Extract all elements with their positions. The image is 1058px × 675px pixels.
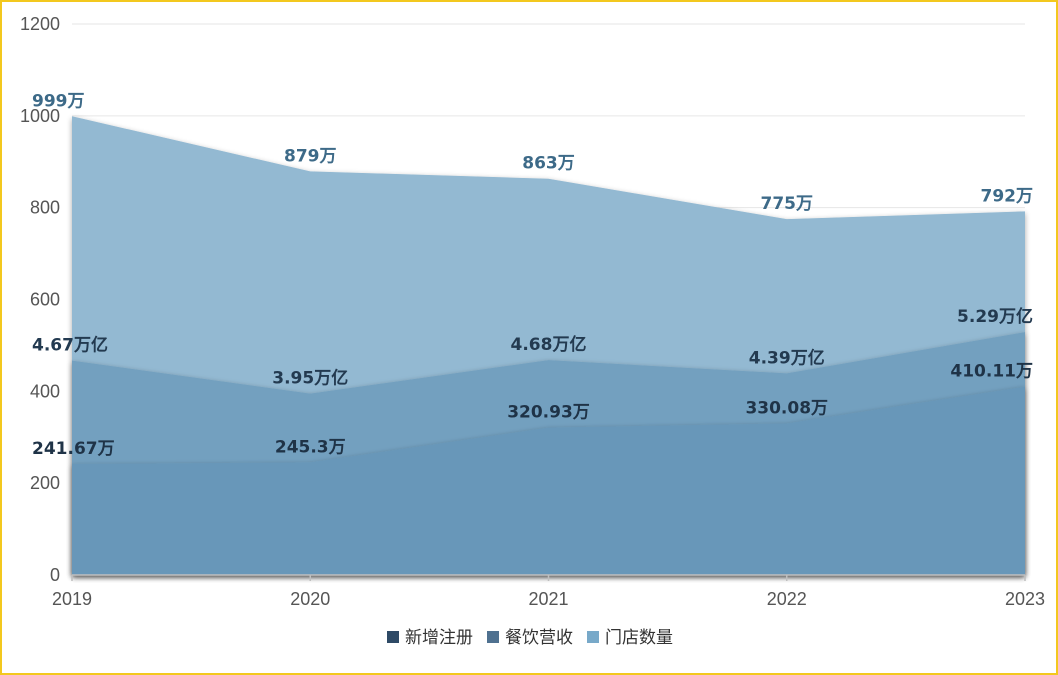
y-tick-label: 0 [50, 565, 60, 585]
legend-item-label[interactable]: 餐饮营收 [505, 628, 573, 648]
y-tick-label: 200 [30, 473, 60, 493]
legend[interactable]: 新增注册 餐饮营收 门店数量 [387, 628, 673, 648]
data-label: 330.08万 [745, 398, 828, 418]
data-label: 4.39万亿 [749, 347, 825, 368]
data-label: 410.11万 [950, 362, 1033, 382]
data-label: 775万 [761, 194, 814, 214]
x-tick-label: 2019 [52, 589, 92, 609]
data-label: 241.67万 [32, 439, 115, 459]
data-label: 999万 [32, 91, 85, 111]
legend-swatch [587, 631, 599, 643]
legend-swatch [387, 631, 399, 643]
data-label: 863万 [522, 154, 575, 174]
data-label: 879万 [284, 146, 337, 166]
area-1[interactable] [72, 386, 1025, 575]
legend-swatch [487, 631, 499, 643]
legend-item-label[interactable]: 新增注册 [405, 628, 473, 648]
x-tick-label: 2022 [767, 589, 807, 609]
legend-item-label[interactable]: 门店数量 [605, 628, 673, 648]
y-tick-label: 400 [30, 381, 60, 401]
y-tick-label: 1000 [20, 106, 60, 126]
data-label: 320.93万 [507, 403, 590, 423]
data-label: 245.3万 [275, 437, 346, 457]
data-label: 4.67万亿 [32, 335, 108, 356]
data-label: 3.95万亿 [272, 368, 348, 389]
data-label: 792万 [981, 186, 1034, 206]
x-tick-label: 2020 [290, 589, 330, 609]
x-tick-label: 2021 [528, 589, 568, 609]
y-tick-label: 600 [30, 290, 60, 310]
data-labels: 241.67万 245.3万 320.93万 330.08万 410.11万 4.67万亿… [32, 91, 1033, 459]
data-label: 5.29万亿 [957, 306, 1033, 327]
x-tick-label: 2023 [1005, 589, 1045, 609]
y-tick-label: 800 [30, 198, 60, 218]
data-label: 4.68万亿 [511, 334, 587, 355]
y-tick-label: 1200 [20, 14, 60, 34]
area-series [72, 116, 1025, 575]
axes: 0 200 400 600 800 1000 1200 2019 2020 2021 2022 202… [20, 14, 1045, 609]
